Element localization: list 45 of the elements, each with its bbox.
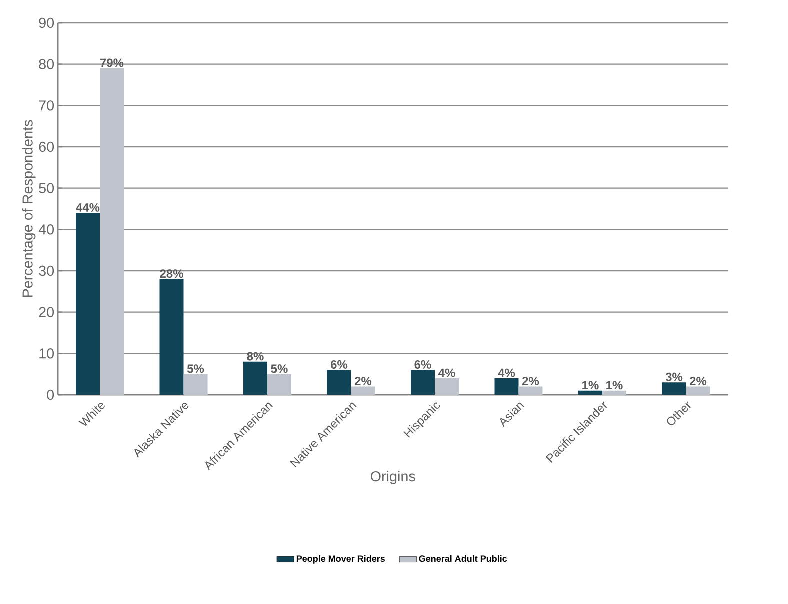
bar xyxy=(435,378,459,395)
bar xyxy=(268,374,292,395)
data-label: 4% xyxy=(438,368,456,378)
data-label: 5% xyxy=(187,364,204,374)
data-label: 5% xyxy=(271,364,288,374)
y-tick-label: 10 xyxy=(40,348,54,359)
bar xyxy=(602,390,626,395)
bar xyxy=(351,386,376,395)
y-tick-label: 40 xyxy=(38,224,54,235)
y-tick-label: 90 xyxy=(39,18,54,28)
legend-label: General Adult Public xyxy=(419,555,508,562)
y-tick-label: 0 xyxy=(47,390,54,400)
data-label: 2% xyxy=(522,377,540,386)
y-tick-label: 60 xyxy=(39,142,54,152)
y-axis-title: Percentage of Respondents xyxy=(22,120,36,298)
y-tick-label: 20 xyxy=(39,307,54,318)
data-label: 8% xyxy=(247,352,264,361)
bar xyxy=(184,374,208,395)
bar xyxy=(100,68,124,395)
data-label: 6% xyxy=(331,360,348,369)
bar xyxy=(662,382,686,395)
bar xyxy=(76,213,100,395)
legend-label: People Mover Riders xyxy=(296,555,386,564)
data-label: 6% xyxy=(414,360,432,369)
bar xyxy=(518,386,543,395)
data-label: 3% xyxy=(666,372,683,382)
bar xyxy=(327,370,352,395)
bar xyxy=(244,362,268,395)
data-label: 2% xyxy=(690,377,707,386)
x-axis-title: Origins xyxy=(370,471,416,484)
data-label: 4% xyxy=(498,368,516,378)
bar xyxy=(578,390,602,395)
data-label: 28% xyxy=(160,270,184,278)
data-label: 1% xyxy=(582,381,599,390)
bar xyxy=(411,370,435,395)
bar xyxy=(686,386,710,395)
bar xyxy=(160,279,184,395)
bar xyxy=(494,378,519,395)
data-label: 44% xyxy=(76,203,100,212)
y-tick-label: 50 xyxy=(39,183,54,194)
data-label: 1% xyxy=(606,381,623,390)
y-tick-label: 80 xyxy=(39,59,54,70)
y-tick-label: 30 xyxy=(39,266,54,276)
data-label: 2% xyxy=(355,377,372,386)
y-tick-label: 70 xyxy=(39,100,54,111)
